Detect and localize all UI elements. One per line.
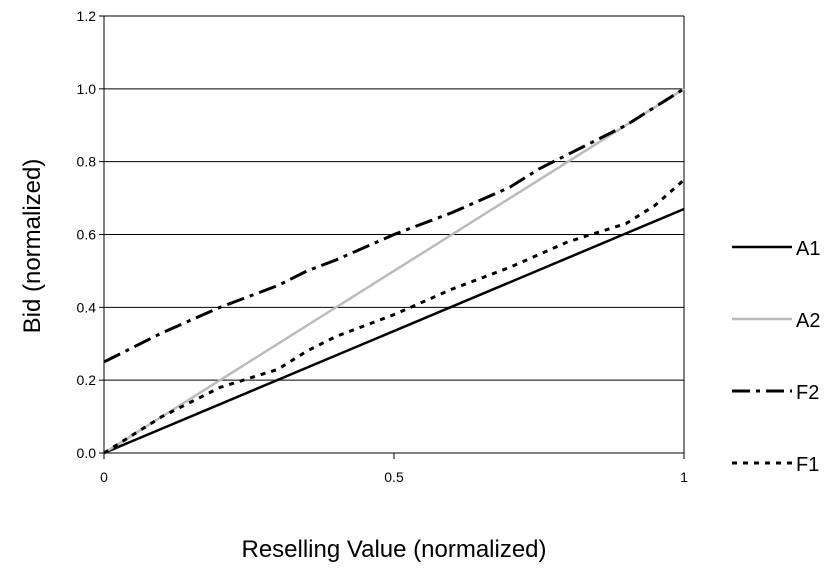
legend-label-a1: A1 [796,238,820,260]
axes [99,15,685,459]
y-tick-label-5: 1.0 [77,81,97,97]
series-line-a1 [103,207,685,455]
grid-lines [104,15,684,381]
legend-label-a2: A2 [796,310,820,332]
y-tick-label-0: 0.0 [77,445,97,461]
series-line-f1 [103,178,685,455]
y-tick-label-3: 0.6 [77,227,97,243]
y-axis-label: Bid (normalized) [19,159,46,334]
legend-label-f1: F1 [796,454,819,476]
y-tick-label-6: 1.2 [77,8,97,24]
series-line-f2 [103,87,685,364]
x-axis-label: Reselling Value (normalized) [241,536,546,563]
x-tick-label-2: 1 [680,469,688,485]
x-tick-label-0: 0 [100,469,108,485]
y-tick-label-4: 0.8 [77,154,97,170]
series-lines [103,87,685,455]
tick-labels: 0.0 0.2 0.4 0.6 0.8 1.0 1.2 0 0.5 1 [77,8,689,485]
x-tick-label-1: 0.5 [384,469,404,485]
y-tick-label-2: 0.4 [77,299,97,315]
series-line-a2 [103,87,685,455]
legend-label-f2: F2 [796,382,819,404]
legend: A1 A2 F2 F1 [732,238,820,476]
y-tick-label-1: 0.2 [77,372,97,388]
